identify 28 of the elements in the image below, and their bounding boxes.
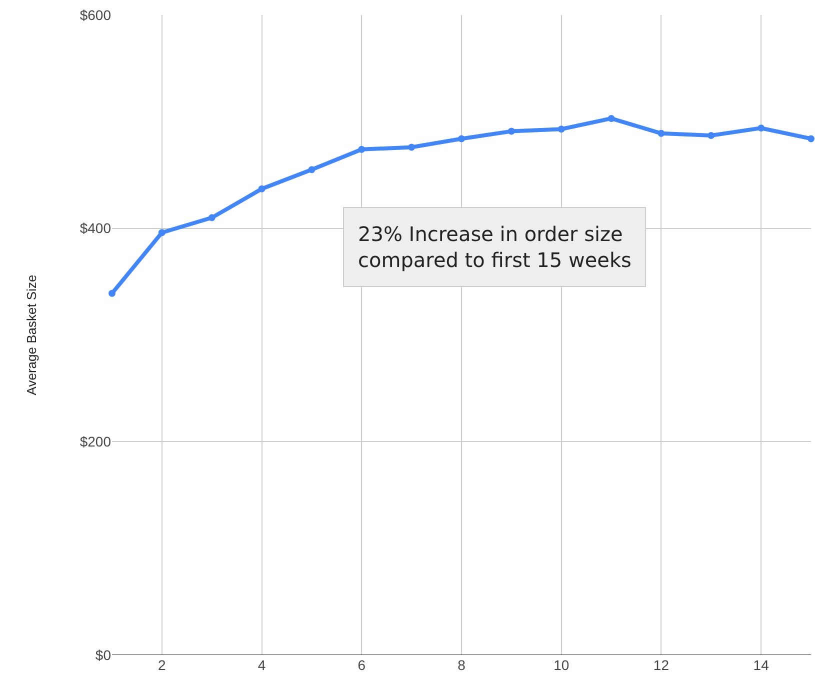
- point: [458, 135, 465, 142]
- point: [558, 126, 565, 133]
- annotation: 23% Increase in order size compared to first 15 weeks: [358, 222, 632, 272]
- point: [658, 130, 665, 137]
- point: [608, 114, 615, 122]
- point: [708, 132, 715, 140]
- point: [258, 185, 266, 192]
- point: [508, 128, 515, 135]
- y-tick-label: $600: [80, 6, 112, 23]
- y-axis-title: Average Basket Size: [24, 274, 39, 396]
- point: [108, 290, 116, 297]
- point: [158, 229, 166, 236]
- x-tick-label: 4: [258, 657, 266, 673]
- point: [358, 146, 366, 153]
- y-tick-label: $400: [80, 220, 112, 236]
- point: [208, 214, 216, 222]
- y-tick-label: $0: [95, 646, 112, 663]
- x-tick-label: 6: [358, 657, 366, 673]
- y-tick-label: $200: [80, 434, 112, 450]
- x-tick-label: 14: [753, 657, 770, 673]
- x-tick-label: 2: [158, 657, 166, 673]
- point: [758, 124, 765, 132]
- point: [808, 135, 814, 142]
- x-tick-label: 8: [458, 657, 466, 673]
- point: [408, 144, 416, 151]
- x-tick-label: 12: [653, 657, 670, 673]
- point: [308, 166, 316, 174]
- x-tick-label: 10: [554, 657, 570, 673]
